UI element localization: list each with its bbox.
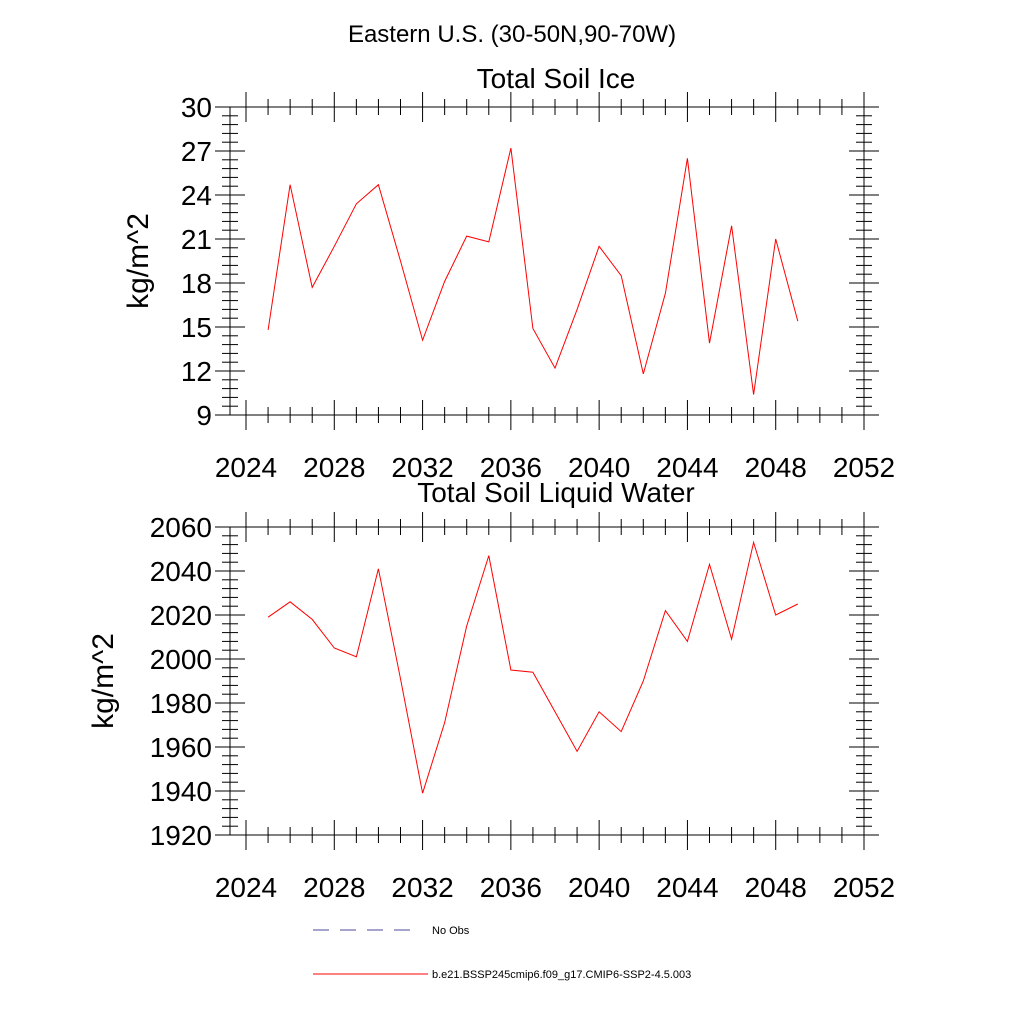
x-tick-labels: 2024 2028 2032 2036 2040 2044 2048 2052 (215, 872, 895, 903)
x-tick-label: 2052 (833, 452, 895, 483)
x-tick-label: 2032 (391, 452, 453, 483)
x-tick-label: 2044 (656, 452, 718, 483)
y-tick-labels: 9 12 15 18 21 24 27 30 (181, 92, 212, 431)
tick-marks (215, 92, 879, 430)
panel-total-soil-liquid-water: Total Soil Liquid Water kg/m^2 192019401… (87, 477, 895, 903)
panel-title: Total Soil Ice (477, 63, 636, 94)
y-tick-label: 27 (181, 136, 212, 167)
panel-total-soil-ice: Total Soil Ice kg/m^2 9 12 15 18 21 24 27 30 20… (122, 63, 895, 483)
y-tick-label: 1960 (150, 732, 212, 763)
x-tick-label: 2048 (745, 872, 807, 903)
y-tick-label: 30 (181, 92, 212, 123)
data-series-line (267, 540, 799, 794)
y-tick-labels: 1920 1940 1960 1980 2000 2020 2040 2060 (150, 512, 212, 851)
legend: No Obs b.e21.BSSP245cmip6.f09_g17.CMIP6-… (313, 925, 691, 981)
y-tick-label: 21 (181, 224, 212, 255)
y-tick-label: 1920 (150, 820, 212, 851)
plot-frame (229, 106, 865, 416)
data-series-line (267, 147, 799, 395)
x-tick-label: 2052 (833, 872, 895, 903)
x-tick-label: 2024 (215, 452, 277, 483)
x-tick-labels: 2024 2028 2032 2036 2040 2044 2048 2052 (215, 452, 895, 483)
y-tick-label: 2060 (150, 512, 212, 543)
y-tick-label: 12 (181, 356, 212, 387)
y-axis-label: kg/m^2 (122, 213, 155, 309)
x-tick-label: 2040 (568, 872, 630, 903)
figure-title: Eastern U.S. (30-50N,90-70W) (348, 21, 676, 48)
legend-label-model: b.e21.BSSP245cmip6.f09_g17.CMIP6-SSP2-4.… (432, 969, 691, 981)
y-tick-label: 24 (181, 180, 212, 211)
y-tick-label: 2020 (150, 600, 212, 631)
x-tick-label: 2036 (480, 452, 542, 483)
y-tick-label: 9 (196, 400, 212, 431)
legend-label-no-obs: No Obs (432, 925, 470, 937)
panel-title: Total Soil Liquid Water (417, 477, 695, 508)
y-tick-label: 2040 (150, 556, 212, 587)
plot-frame (229, 526, 865, 836)
tick-marks (215, 512, 879, 850)
x-tick-label: 2044 (656, 872, 718, 903)
x-tick-label: 2024 (215, 872, 277, 903)
x-tick-label: 2040 (568, 452, 630, 483)
x-tick-label: 2036 (480, 872, 542, 903)
x-tick-label: 2032 (391, 872, 453, 903)
y-tick-label: 1980 (150, 688, 212, 719)
x-tick-label: 2048 (745, 452, 807, 483)
y-tick-label: 1940 (150, 776, 212, 807)
y-tick-label: 18 (181, 268, 212, 299)
x-tick-label: 2028 (303, 452, 365, 483)
x-tick-label: 2028 (303, 872, 365, 903)
y-tick-label: 15 (181, 312, 212, 343)
y-axis-label: kg/m^2 (87, 633, 120, 729)
y-tick-label: 2000 (150, 644, 212, 675)
